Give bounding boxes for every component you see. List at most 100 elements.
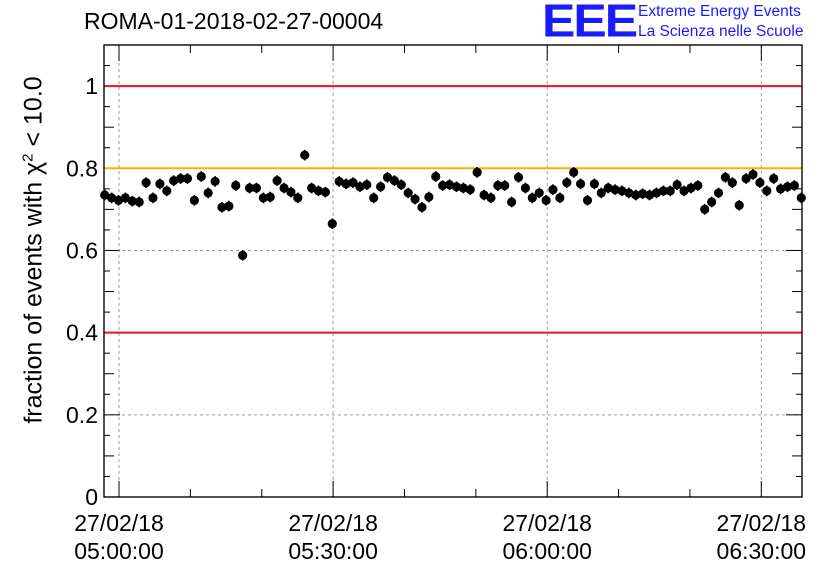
data-point [238, 250, 248, 260]
data-point [700, 204, 710, 214]
chart-title: ROMA-01-2018-02-27-00004 [84, 8, 384, 34]
data-point [651, 188, 662, 198]
data-point [458, 183, 468, 193]
data-point [148, 193, 158, 203]
data-point [500, 180, 510, 191]
data-point [424, 192, 434, 202]
data-point [362, 180, 372, 190]
data-point [244, 183, 255, 193]
data-point [527, 193, 537, 203]
data-point [720, 172, 731, 182]
x-tick-label-date: 27/02/18 [502, 510, 592, 536]
data-point [658, 186, 668, 196]
x-tick-label-time: 06:30:00 [717, 538, 807, 564]
data-point [541, 195, 551, 205]
eee-logo: EEE Extreme Energy Events La Scienza nel… [542, 0, 832, 48]
data-point [672, 180, 682, 190]
data-point [755, 178, 765, 188]
data-point [258, 193, 268, 203]
plot-frame-border [103, 44, 803, 498]
data-point [389, 176, 399, 186]
y-tick-label: 0.4 [66, 320, 98, 346]
data-point [307, 183, 317, 193]
eee-logo-mark: EEE [542, 0, 638, 47]
data-point [320, 187, 331, 197]
data-point [713, 188, 724, 198]
data-point [313, 186, 324, 196]
data-point [293, 193, 303, 203]
data-point [189, 195, 199, 205]
data-point [217, 202, 227, 212]
data-point [251, 183, 262, 193]
data-point [141, 178, 151, 188]
data-point [707, 197, 717, 207]
data-point [403, 188, 413, 198]
x-tick-label-date: 27/02/18 [288, 510, 378, 536]
data-point [596, 188, 606, 198]
data-point [575, 179, 586, 189]
data-point [741, 173, 751, 184]
data-point [182, 173, 193, 184]
data-point [748, 169, 758, 180]
data-point [796, 193, 806, 203]
plot-frame [103, 44, 803, 498]
data-point [120, 193, 131, 203]
data-point [438, 180, 448, 191]
data-point [175, 173, 186, 184]
data-point [610, 185, 620, 195]
data-point [603, 183, 613, 193]
y-tick-label: 1 [85, 73, 98, 99]
logo-line-la-scienza-nelle-scuole: La Scienza nelle Scuole [638, 23, 804, 40]
data-point [465, 185, 475, 195]
data-point [665, 186, 675, 196]
y-tick-label: 0.6 [66, 237, 98, 263]
data-point [507, 197, 517, 207]
data-point [589, 179, 599, 189]
data-point [396, 180, 406, 190]
x-tick-label-time: 05:30:00 [288, 538, 378, 564]
data-point [513, 172, 524, 182]
data-point [286, 187, 296, 197]
x-tick-label-date: 27/02/18 [74, 510, 164, 536]
x-tick-label-time: 06:00:00 [502, 538, 592, 564]
data-point [555, 193, 565, 203]
data-point [693, 180, 703, 191]
data-point [493, 180, 503, 191]
data-point [727, 178, 737, 188]
data-point [127, 196, 137, 206]
data-point [762, 186, 772, 196]
data-point [789, 180, 799, 191]
data-point [224, 201, 234, 211]
data-point [410, 194, 420, 204]
data-point [486, 193, 496, 203]
data-point [617, 186, 627, 196]
data-point [520, 183, 531, 193]
data-point [196, 171, 206, 182]
data-point [375, 182, 386, 192]
data-point [638, 189, 648, 199]
data-point [569, 167, 579, 177]
data-point [431, 171, 441, 182]
data-point [162, 186, 172, 196]
data-point [382, 172, 393, 182]
data-point [562, 178, 572, 188]
data-point [327, 219, 337, 229]
data-point [624, 188, 634, 198]
data-point [155, 179, 165, 189]
data-point [472, 167, 482, 177]
data-point [679, 186, 689, 196]
data-point [644, 190, 655, 200]
logo-line-extreme-energy-events: Extreme Energy Events [638, 3, 801, 20]
data-point [775, 184, 786, 194]
data-point [265, 192, 275, 202]
data-point [734, 200, 744, 210]
x-tick-label-time: 05:00:00 [74, 538, 164, 564]
data-point [444, 180, 455, 190]
y-tick-label: 0.8 [66, 155, 98, 181]
data-point [582, 195, 593, 205]
data-point [134, 197, 144, 207]
data-point [355, 182, 365, 192]
data-point [369, 193, 379, 203]
data-point [451, 182, 462, 192]
